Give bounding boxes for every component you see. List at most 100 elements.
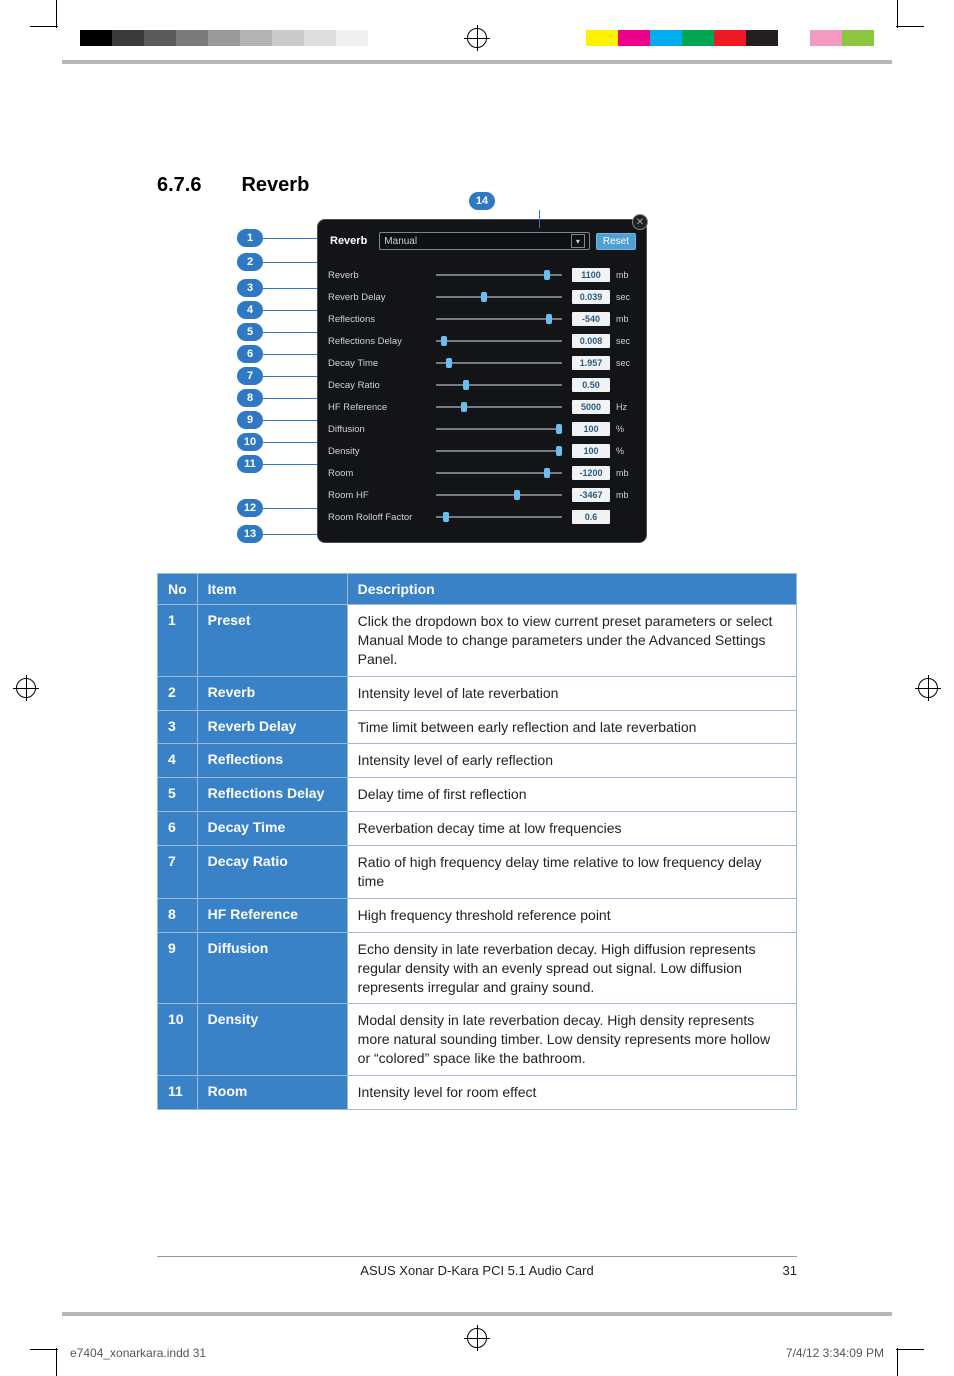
param-row: Reverb Delay0.039sec (328, 286, 636, 308)
color-swatch (112, 30, 144, 46)
cell-desc: Delay time of first reflection (347, 778, 796, 812)
cell-no: 2 (158, 676, 198, 710)
preset-dropdown[interactable]: Manual ▾ (379, 232, 590, 250)
table-header-row: No Item Description (158, 574, 797, 605)
param-slider[interactable] (436, 428, 562, 430)
callout-number: 7 (247, 370, 253, 382)
crop-corner-icon (0, 1318, 60, 1376)
callout-number: 6 (247, 348, 253, 360)
callout-bubble: 7 (237, 367, 263, 385)
param-row: Reverb1100mb (328, 264, 636, 286)
color-swatch (304, 30, 336, 46)
param-slider[interactable] (436, 362, 562, 364)
slider-thumb-icon (544, 468, 550, 478)
color-swatch (80, 30, 112, 46)
cell-item: Density (197, 1004, 347, 1076)
color-swatch (208, 30, 240, 46)
table-row: 8HF ReferenceHigh frequency threshold re… (158, 898, 797, 932)
param-row: Density100% (328, 440, 636, 462)
param-unit: sec (616, 336, 636, 346)
param-slider[interactable] (436, 450, 562, 452)
callout-number: 10 (244, 436, 256, 448)
callout-connector (539, 210, 540, 228)
callout-number: 14 (476, 195, 488, 207)
param-slider[interactable] (436, 296, 562, 298)
cell-item: Reverb (197, 676, 347, 710)
reset-label: Reset (603, 236, 629, 247)
page-body: 6.7.6 Reverb 12345678910111213 14 ✕ Reve… (62, 60, 892, 1316)
callout-connector (263, 442, 321, 443)
cell-item: HF Reference (197, 898, 347, 932)
callout-number: 1 (247, 232, 253, 244)
parameters-list: Reverb1100mbReverb Delay0.039secReflecti… (328, 264, 636, 528)
section-title: Reverb (241, 174, 309, 197)
param-label: Room Rolloff Factor (328, 512, 426, 523)
table-row: 3Reverb DelayTime limit between early re… (158, 710, 797, 744)
content-area: 6.7.6 Reverb 12345678910111213 14 ✕ Reve… (62, 64, 892, 1110)
color-swatch (144, 30, 176, 46)
param-slider[interactable] (436, 494, 562, 496)
param-value: 100 (572, 422, 610, 436)
close-icon[interactable]: ✕ (632, 214, 648, 230)
param-value: -540 (572, 312, 610, 326)
callout-connector (263, 310, 321, 311)
reset-button[interactable]: Reset (596, 233, 636, 250)
param-slider[interactable] (436, 340, 562, 342)
callouts-left: 12345678910111213 (237, 219, 317, 543)
param-label: Reverb (328, 270, 426, 281)
cell-no: 1 (158, 605, 198, 677)
cell-desc: Intensity level for room effect (347, 1076, 796, 1110)
param-label: Density (328, 446, 426, 457)
crop-corner-icon (894, 0, 954, 58)
param-value: 1.957 (572, 356, 610, 370)
col-header-item: Item (197, 574, 347, 605)
cell-no: 10 (158, 1004, 198, 1076)
callout-bubble: 12 (237, 499, 263, 517)
callout-number: 13 (244, 528, 256, 540)
callout-bubble: 3 (237, 279, 263, 297)
param-row: Diffusion100% (328, 418, 636, 440)
param-label: Decay Time (328, 358, 426, 369)
callout-number: 5 (247, 326, 253, 338)
color-swatch (778, 30, 810, 46)
section-number: 6.7.6 (157, 174, 201, 197)
callout-number: 4 (247, 304, 253, 316)
param-slider[interactable] (436, 516, 562, 518)
color-swatch (714, 30, 746, 46)
reverb-panel: 14 ✕ Reverb Manual ▾ Reset Reverb1100mbR… (317, 219, 647, 543)
param-unit: % (616, 424, 636, 434)
preset-value: Manual (384, 236, 417, 247)
param-slider[interactable] (436, 274, 562, 276)
slider-thumb-icon (544, 270, 550, 280)
panel-figure: 12345678910111213 14 ✕ Reverb Manual ▾ R… (237, 219, 717, 543)
param-row: Decay Ratio0.50 (328, 374, 636, 396)
table-row: 7Decay RatioRatio of high frequency dela… (158, 846, 797, 899)
param-slider[interactable] (436, 318, 562, 320)
param-value: 5000 (572, 400, 610, 414)
color-swatch (842, 30, 874, 46)
param-slider[interactable] (436, 472, 562, 474)
callout-connector (263, 262, 321, 263)
param-slider[interactable] (436, 384, 562, 386)
cell-item: Reflections Delay (197, 778, 347, 812)
callout-bubble: 1 (237, 229, 263, 247)
callout-bubble: 6 (237, 345, 263, 363)
param-slider[interactable] (436, 406, 562, 408)
param-value: -3467 (572, 488, 610, 502)
param-row: HF Reference5000Hz (328, 396, 636, 418)
col-header-no: No (158, 574, 198, 605)
callout-connector (263, 398, 321, 399)
cell-desc: Modal density in late reverbation decay.… (347, 1004, 796, 1076)
crop-corner-icon (0, 0, 60, 58)
slug-timestamp: 7/4/12 3:34:09 PM (786, 1346, 884, 1360)
callout-bubble: 2 (237, 253, 263, 271)
color-swatches-left (80, 30, 400, 46)
callout-number: 8 (247, 392, 253, 404)
cell-item: Diffusion (197, 932, 347, 1004)
registration-mark-icon (918, 678, 938, 698)
registration-mark-icon (467, 28, 487, 48)
table-row: 11RoomIntensity level for room effect (158, 1076, 797, 1110)
callout-connector (263, 332, 321, 333)
color-swatch (554, 30, 586, 46)
callout-connector (263, 238, 321, 239)
